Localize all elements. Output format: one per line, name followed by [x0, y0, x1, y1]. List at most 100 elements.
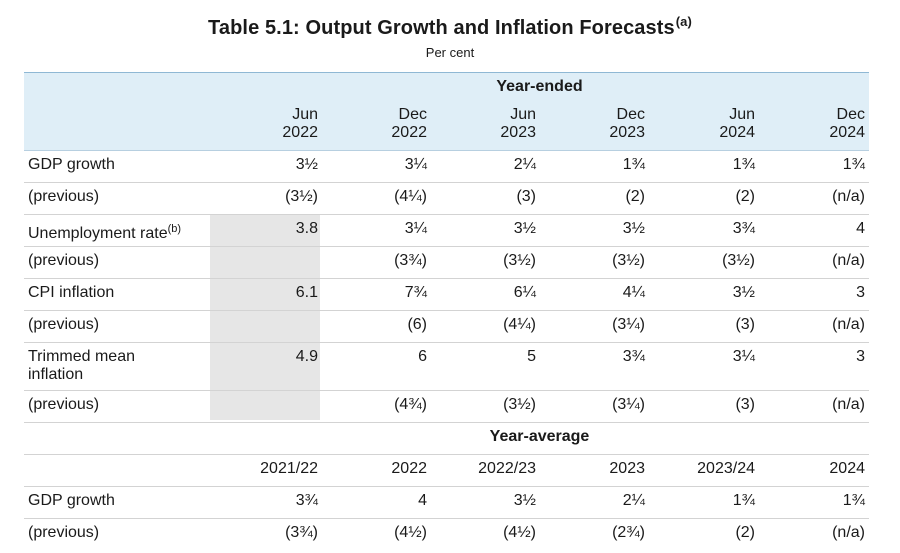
table-cell: (3¼)	[612, 316, 645, 333]
table-cell: 3	[856, 284, 865, 301]
table-cell: 3¼	[732, 348, 755, 365]
table-cell: 3½	[513, 220, 536, 237]
table-cell: 5	[527, 348, 536, 365]
table-cell: (4¼)	[394, 188, 427, 205]
table-subtitle: Per cent	[425, 45, 475, 60]
table-row: Trimmed mean inflation 4.9 6 5 3¾ 3¼ 3	[24, 343, 869, 391]
table-cell: 1¾	[732, 492, 755, 509]
table-cell: 1¾	[732, 156, 755, 173]
year-average-header: Year-average	[24, 423, 869, 455]
row-label: (previous)	[28, 316, 100, 333]
section-title-year-ended: Year-ended	[496, 78, 583, 95]
column-header: 2022	[391, 460, 427, 477]
column-header: Jun 2024	[719, 106, 755, 141]
table-cell: (3½)	[285, 188, 318, 205]
column-header: Jun 2022	[282, 106, 318, 141]
year-ended-body: GDP growth 3½ 3¼ 2¼ 1¾ 1¾ 1¾ (previous) (3½) (4¼)…	[24, 151, 869, 423]
table-cell: (6)	[407, 316, 427, 333]
table-cell: (n/a)	[832, 252, 865, 269]
column-header: Dec 2022	[391, 106, 427, 141]
table-cell: (3)	[735, 396, 755, 413]
table-cell: 3¾	[622, 348, 645, 365]
table-cell: (3)	[735, 316, 755, 333]
table-cell: 6¼	[513, 284, 536, 301]
title-footnote-marker: (a)	[675, 14, 692, 29]
table-cell: 4.9	[295, 348, 318, 365]
table-cell: 7¾	[404, 284, 427, 301]
table-row: GDP growth 3½ 3¼ 2¼ 1¾ 1¾ 1¾	[24, 151, 869, 183]
table-row: (previous) (3¾) (3½) (3½) (3½) (n/a)	[24, 247, 869, 279]
table-cell: 2¼	[513, 156, 536, 173]
table-cell: 1¾	[622, 156, 645, 173]
table-row: (previous) (3½) (4¼) (3) (2) (2) (n/a)	[24, 183, 869, 215]
table-row: (previous) (6) (4¼) (3¼) (3) (n/a)	[24, 311, 869, 343]
forecast-table: Year-ended Jun 2022 Dec 2022 Jun 2023 Dec 20…	[24, 72, 869, 550]
table-cell: (3½)	[503, 396, 536, 413]
table-cell: 3¼	[404, 220, 427, 237]
section-title-year-average: Year-average	[489, 428, 590, 445]
table-row: (previous) (3¾) (4½) (4½) (2¾) (2) (n/a)	[24, 519, 869, 550]
shaded-actuals-column	[210, 214, 320, 420]
table-cell: 3¾	[295, 492, 318, 509]
row-label: Trimmed mean inflation	[28, 348, 135, 383]
table-cell: 4¼	[622, 284, 645, 301]
table-row: (previous) (4¾) (3½) (3¼) (3) (n/a)	[24, 391, 869, 423]
table-cell: 1¾	[842, 492, 865, 509]
row-label: CPI inflation	[28, 284, 115, 301]
table-cell: (4½)	[394, 524, 427, 541]
table-cell: (2)	[735, 524, 755, 541]
table-cell: 4	[856, 220, 865, 237]
table-cell: 6.1	[295, 284, 318, 301]
column-header: Jun 2023	[500, 106, 536, 141]
column-header: 2023/24	[697, 460, 755, 477]
column-header: Dec 2024	[829, 106, 865, 141]
year-average-columns-row: 2021/22 2022 2022/23 2023 2023/24 2024	[24, 455, 869, 487]
table-cell: (3½)	[503, 252, 536, 269]
column-header: 2021/22	[260, 460, 318, 477]
table-cell: (3½)	[612, 252, 645, 269]
table-cell: 3½	[513, 492, 536, 509]
table-cell: (2)	[625, 188, 645, 205]
row-label: (previous)	[28, 188, 100, 205]
table-cell: (3¼)	[612, 396, 645, 413]
table-cell: (3¾)	[394, 252, 427, 269]
table-cell: 3¼	[404, 156, 427, 173]
table-cell: 3.8	[295, 220, 318, 237]
table-cell: (4¼)	[503, 316, 536, 333]
table-cell: 3½	[295, 156, 318, 173]
year-ended-header: Year-ended Jun 2022 Dec 2022 Jun 2023 Dec 20…	[24, 72, 869, 151]
table-cell: (4½)	[503, 524, 536, 541]
table-cell: 6	[418, 348, 427, 365]
table-cell: 3¾	[732, 220, 755, 237]
footnote-marker: (b)	[167, 223, 182, 235]
table-cell: (2)	[735, 188, 755, 205]
column-header: Dec 2023	[609, 106, 645, 141]
table-cell: 3½	[622, 220, 645, 237]
year-average-body: GDP growth 3¾ 4 3½ 2¼ 1¾ 1¾ (previous) (3¾) (4½)(…	[24, 487, 869, 550]
row-label: (previous)	[28, 396, 100, 413]
table-cell: (n/a)	[832, 524, 865, 541]
column-header: 2022/23	[478, 460, 536, 477]
table-cell: 4	[418, 492, 427, 509]
table-cell: (3½)	[722, 252, 755, 269]
column-header: 2023	[609, 460, 645, 477]
column-header: 2024	[829, 460, 865, 477]
row-label: Unemployment rate(b)	[28, 223, 182, 242]
row-label: (previous)	[28, 252, 100, 269]
table-title: Table 5.1: Output Growth and Inflation F…	[208, 14, 692, 39]
table-row: Unemployment rate(b) 3.8 3¼ 3½ 3½ 3¾ 4	[24, 215, 869, 247]
table-cell: (n/a)	[832, 188, 865, 205]
table-cell: (3)	[516, 188, 536, 205]
footnote-area	[24, 546, 869, 552]
table-cell: (n/a)	[832, 316, 865, 333]
table-row: CPI inflation 6.1 7¾ 6¼ 4¼ 3½ 3	[24, 279, 869, 311]
table-cell: 1¾	[842, 156, 865, 173]
table-cell: (2¾)	[612, 524, 645, 541]
row-label: GDP growth	[28, 492, 115, 509]
table-row: GDP growth 3¾ 4 3½ 2¼ 1¾ 1¾	[24, 487, 869, 519]
row-label: GDP growth	[28, 156, 115, 173]
table-cell: 3½	[732, 284, 755, 301]
table-cell: (4¾)	[394, 396, 427, 413]
table-cell: 3	[856, 348, 865, 365]
table-cell: 2¼	[622, 492, 645, 509]
